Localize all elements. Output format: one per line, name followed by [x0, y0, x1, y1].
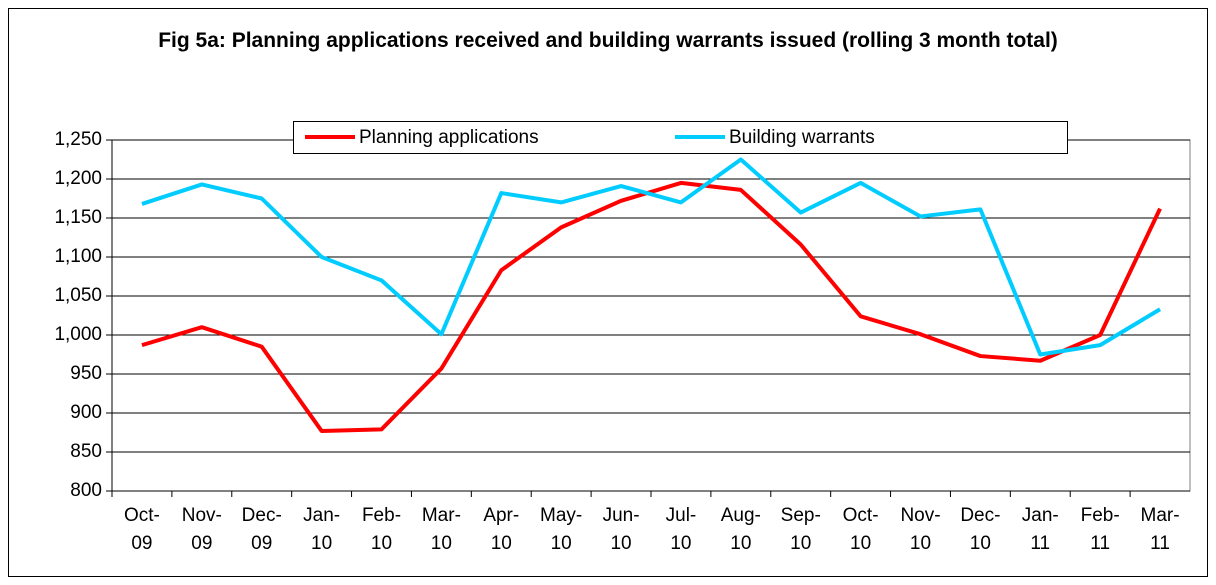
x-tick-label: Feb-11	[1080, 505, 1120, 554]
y-tick-label: 1,000	[54, 324, 102, 345]
x-tick-label: May-10	[540, 505, 583, 554]
x-tick-label: Mar-11	[1140, 505, 1180, 554]
x-tick-label: Aug-10	[720, 505, 761, 554]
plot-area	[111, 139, 1191, 492]
x-tick-label: Jan-10	[303, 505, 341, 554]
series-line	[141, 157, 1162, 357]
x-tick-label: Sep-10	[780, 505, 821, 554]
y-tick-label: 1,250	[54, 129, 102, 150]
y-tick-label: 850	[70, 441, 102, 462]
y-tick-label: 900	[70, 402, 102, 423]
x-tick-label: Oct-10	[842, 505, 879, 554]
x-tick-label: Jan-11	[1021, 505, 1059, 554]
y-tick-label: 1,100	[54, 246, 102, 267]
x-tick-label: Oct-09	[123, 505, 160, 554]
y-tick-label: 1,050	[54, 285, 102, 306]
chart-title: Fig 5a: Planning applications received a…	[158, 29, 1058, 52]
x-tick-label: Apr-10	[483, 505, 520, 554]
y-tick-label: 1,150	[54, 207, 102, 228]
x-tick-label: Feb-10	[361, 505, 402, 554]
x-tick-label: Jul-10	[665, 505, 697, 554]
y-tick-label: 950	[70, 363, 102, 384]
x-tick-label: Nov-10	[900, 505, 941, 554]
x-tick-label: Jun-10	[602, 505, 640, 554]
legend-label: Planning applications	[359, 127, 539, 148]
x-tick-label: Nov-09	[181, 505, 222, 554]
y-tick-label: 800	[70, 480, 102, 501]
x-tick-label: Dec-10	[960, 505, 1001, 554]
series-line	[141, 180, 1162, 433]
y-tick-label: 1,200	[54, 168, 102, 189]
legend-label: Building warrants	[729, 127, 875, 148]
x-tick-label: Mar-10	[421, 505, 461, 554]
x-tick-label: Dec-09	[241, 505, 282, 554]
